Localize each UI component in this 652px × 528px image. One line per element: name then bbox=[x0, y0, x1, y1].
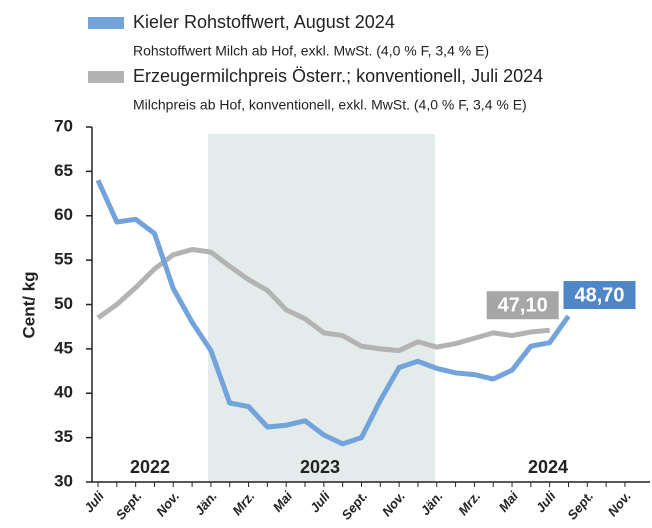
year-label: 2022 bbox=[130, 457, 170, 477]
legend-label: Kieler Rohstoffwert, August 2024 bbox=[133, 12, 395, 32]
y-tick-label: 45 bbox=[54, 338, 73, 357]
x-tick-label: Nov. bbox=[379, 488, 408, 519]
x-tick-label: Mai bbox=[496, 488, 522, 515]
y-tick-label: 35 bbox=[54, 427, 73, 446]
x-tick-label: Mai bbox=[270, 488, 296, 515]
y-tick-label: 40 bbox=[54, 383, 73, 402]
value-label-box bbox=[563, 281, 636, 310]
legend-description: Rohstoffwert Milch ab Hof, exkl. MwSt. (… bbox=[133, 43, 489, 59]
legend-label: Erzeugermilchpreis Österr.; konventionel… bbox=[133, 66, 543, 86]
x-tick-label: Jän. bbox=[417, 488, 445, 518]
x-tick-label: Nov. bbox=[153, 488, 182, 519]
y-tick-label: 50 bbox=[54, 294, 73, 313]
x-tick-label: Juli bbox=[81, 488, 107, 515]
value-label: 48,70 bbox=[574, 284, 624, 306]
y-tick-label: 55 bbox=[54, 250, 73, 269]
x-tick-label: Sept. bbox=[564, 488, 596, 522]
y-tick-label: 30 bbox=[54, 471, 73, 490]
legend-description: Milchpreis ab Hof, konventionell, exkl. … bbox=[133, 97, 527, 113]
legend-swatch bbox=[88, 71, 124, 83]
value-label: 47,10 bbox=[498, 295, 548, 317]
x-tick-label: Juli bbox=[307, 488, 333, 515]
x-tick-label: Mrz. bbox=[229, 488, 257, 518]
x-tick-label: Juli bbox=[533, 488, 559, 515]
x-tick-label: Sept. bbox=[113, 488, 145, 522]
highlight-band bbox=[208, 134, 435, 482]
x-tick-label: Mrz. bbox=[455, 488, 483, 518]
y-tick-label: 70 bbox=[54, 116, 73, 135]
x-tick-label: Nov. bbox=[605, 488, 634, 519]
y-tick-label: 65 bbox=[54, 161, 73, 180]
year-label: 2023 bbox=[300, 457, 340, 477]
series-line bbox=[96, 246, 550, 354]
year-label: 2024 bbox=[528, 457, 568, 477]
x-tick-label: Jän. bbox=[192, 488, 220, 518]
value-label-box bbox=[486, 291, 559, 320]
y-tick-label: 60 bbox=[54, 205, 73, 224]
y-axis-label: Cent/ kg bbox=[19, 271, 38, 338]
series-line bbox=[95, 179, 571, 447]
legend-swatch bbox=[88, 17, 124, 29]
x-tick-label: Sept. bbox=[338, 488, 370, 522]
